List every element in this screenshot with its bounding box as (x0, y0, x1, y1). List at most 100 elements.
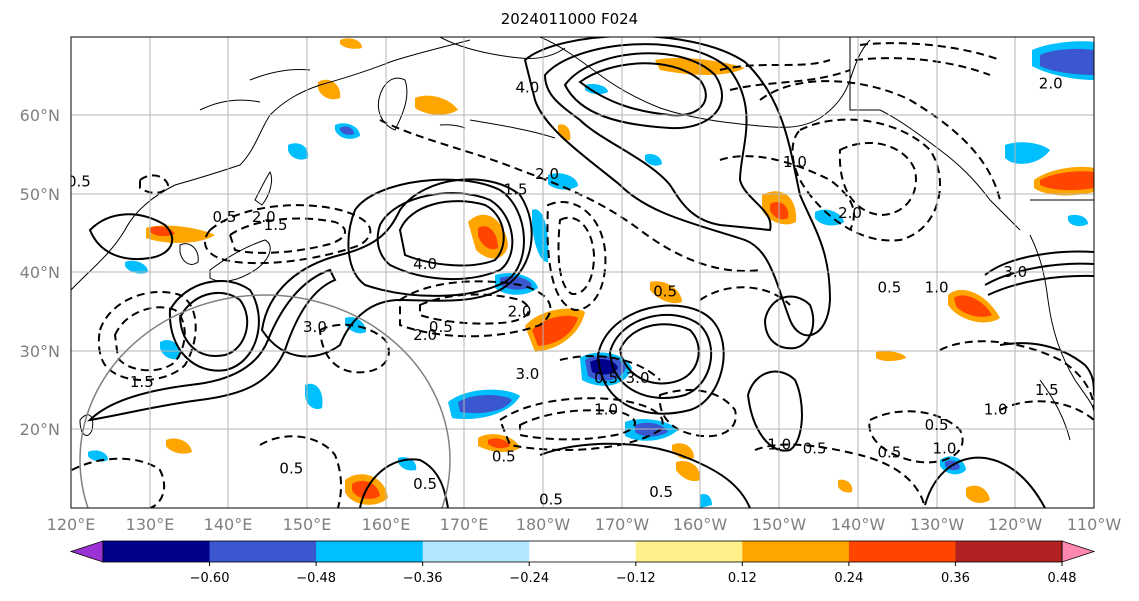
lat-label-30N: 30°N (20, 342, 60, 361)
lon-label: 170°W (595, 515, 650, 534)
coastline-north-america-west (1029, 234, 1094, 413)
dashed-contour-line (868, 410, 964, 464)
solid-contour-line (563, 52, 723, 130)
dashed-contour-line (519, 409, 636, 441)
shaded-negative-patch (458, 395, 512, 414)
solid-contour-line (984, 250, 1094, 296)
solid-contour-line (359, 458, 449, 508)
shaded-positive-patch (838, 479, 853, 493)
colorbar-tick-label: −0.24 (509, 571, 549, 586)
colorbar-tick-label: −0.36 (403, 571, 443, 586)
contour-label: 1.0 (594, 400, 618, 418)
solid-contour-line (539, 442, 751, 508)
dashed-contour-line (719, 155, 855, 231)
contour-label: 0.5 (413, 475, 437, 493)
colorbar-swatch (848, 541, 956, 562)
colorbar-tick-label: 0.24 (834, 571, 863, 586)
colorbar-tick-label: −0.12 (616, 571, 656, 586)
coastlines (71, 37, 1094, 441)
dashed-contour-line (97, 290, 197, 381)
coastline-asia-east (71, 39, 471, 291)
dashed-contour-line (139, 174, 170, 194)
longitude-labels: 120°E 130°E 140°E 150°E 160°E 170°E 180°… (47, 515, 1122, 534)
shaded-positive-patch (478, 226, 498, 250)
shaded-negative-patch (340, 126, 354, 135)
contour-label: 0.5 (213, 208, 237, 226)
contour-label: 2.0 (838, 204, 862, 222)
solid-contour-line (924, 456, 1046, 508)
contour-label: 3.0 (626, 369, 650, 387)
contour-label: 1.5 (504, 181, 528, 199)
solid-contour-line (596, 304, 725, 415)
lon-label: 120°W (988, 515, 1043, 534)
solid-contour-line (618, 323, 700, 385)
page-title: 2024011000 F024 (500, 10, 639, 28)
negative-contours (71, 42, 1094, 508)
dashed-contour-line (559, 286, 791, 381)
dashed-contour-line (854, 42, 1001, 76)
dashed-contour-line (759, 80, 1001, 201)
circle-outline (79, 294, 451, 508)
solid-contour-line (523, 37, 832, 337)
shaded-negative-patch (160, 339, 181, 360)
shaded-negative-patch (700, 494, 712, 508)
colorbar-tick-label: −0.48 (296, 571, 336, 586)
border-us-canada (849, 37, 880, 111)
shaded-positive-patch (650, 281, 682, 304)
colorbar-tick-label: 0.48 (1048, 571, 1077, 586)
contour-label: 1.0 (925, 279, 949, 297)
lat-label-60N: 60°N (20, 106, 60, 125)
contour-label: 1.0 (984, 400, 1008, 418)
solid-contour-line (543, 43, 772, 232)
colorbar-swatch (742, 541, 850, 562)
solid-contour-line (763, 295, 815, 350)
solid-contour-line (608, 313, 713, 399)
map-frame (70, 36, 1095, 509)
dashed-contour-line (791, 118, 941, 242)
colorbar-tick-label: −0.60 (190, 571, 230, 586)
lon-label: 170°E (440, 515, 489, 534)
dashed-contour-line (228, 217, 346, 254)
dashed-contour-line (498, 397, 664, 451)
map-content: 4.02.01.52.04.02.03.00.50.50.50.50.50.50… (71, 37, 1094, 509)
dashed-contour-line (419, 293, 530, 325)
shaded-positive-patch (318, 79, 341, 100)
solid-contour-line (260, 178, 533, 358)
lon-label: 180°W (516, 515, 571, 534)
contour-label: 0.5 (594, 369, 618, 387)
contour-label: 3.0 (515, 365, 539, 383)
contour-labels: 4.02.01.52.04.02.03.00.50.50.50.50.50.50… (71, 75, 1063, 509)
contour-label: 1.0 (783, 153, 807, 171)
colorbar-extend-min (69, 540, 104, 563)
solid-contour-line (87, 268, 337, 422)
shaded-positive-patch (166, 438, 192, 454)
contour-label: 0.5 (653, 283, 677, 301)
colorbar-swatch (955, 541, 1063, 562)
lon-label: 140°W (831, 515, 886, 534)
lat-label-20N: 20°N (20, 420, 60, 439)
shaded-positive-patch (340, 38, 362, 49)
coastline-siberia-interior (199, 69, 311, 111)
coastline-kamchatka (377, 77, 408, 131)
lon-label: 110°W (1067, 515, 1122, 534)
coastline-sakhalin (254, 170, 273, 206)
lon-label: 130°W (910, 515, 965, 534)
contour-label: 0.5 (877, 444, 901, 462)
contour-label: 1.5 (1035, 381, 1059, 399)
shaded-negative-patch (1040, 48, 1094, 75)
dashed-contour-line (399, 280, 552, 338)
dashed-contour-line (379, 119, 761, 272)
shaded-negative-patch (125, 260, 148, 274)
solid-contour-line (746, 370, 803, 452)
contour-label: 0.5 (429, 318, 453, 336)
shaded-negative-patch (88, 450, 108, 462)
contour-label: 1.5 (130, 373, 154, 391)
shaded-positive-patch (1040, 171, 1094, 191)
lon-label: 160°E (362, 515, 411, 534)
shaded-negative-patch (1068, 214, 1088, 227)
colorbar-swatch (422, 541, 530, 562)
solid-contour-line (398, 200, 505, 267)
contour-label: 0.5 (539, 491, 563, 509)
contour-label: 4.0 (515, 79, 539, 97)
shaded-negative-patch (345, 316, 366, 334)
